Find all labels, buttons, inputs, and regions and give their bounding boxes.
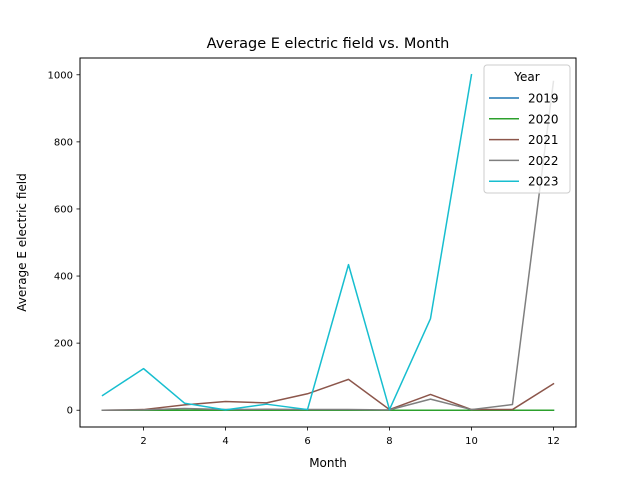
x-axis-label: Month bbox=[309, 456, 347, 470]
legend-title: Year bbox=[513, 70, 539, 84]
x-tick-label: 12 bbox=[547, 436, 560, 447]
y-tick-label: 600 bbox=[54, 204, 73, 215]
plot-frame bbox=[79, 57, 577, 428]
legend-label-2022: 2022 bbox=[528, 154, 559, 168]
y-tick-label: 1000 bbox=[48, 70, 73, 81]
legend-label-2019: 2019 bbox=[528, 92, 559, 106]
y-tick-label: 400 bbox=[54, 272, 73, 283]
legend-label-2021: 2021 bbox=[528, 133, 559, 147]
x-tick-label: 4 bbox=[222, 436, 228, 447]
y-tick-label: 200 bbox=[54, 339, 73, 350]
legend-label-2023: 2023 bbox=[528, 175, 559, 189]
series-lines bbox=[101, 73, 555, 411]
y-tick-label: 0 bbox=[67, 406, 73, 417]
legend-items: 2019 2020 2021 2022 2023 bbox=[489, 92, 559, 189]
y-tick-label: 800 bbox=[54, 137, 73, 148]
y-axis-label: Average E electric field bbox=[15, 173, 29, 311]
series-line-2021 bbox=[101, 378, 555, 411]
series-line-2023 bbox=[101, 73, 473, 411]
x-tick-label: 8 bbox=[386, 436, 392, 447]
legend-label-2020: 2020 bbox=[528, 112, 559, 126]
y-axis-ticks: 0 200 400 600 800 1000 bbox=[48, 70, 80, 417]
legend: Year 2019 2020 2021 2022 2023 bbox=[483, 64, 571, 194]
chart-title: Average E electric field vs. Month bbox=[207, 36, 450, 52]
x-tick-label: 6 bbox=[304, 436, 310, 447]
x-tick-label: 10 bbox=[465, 436, 478, 447]
series-line-2022 bbox=[101, 80, 555, 411]
x-tick-label: 2 bbox=[140, 436, 146, 447]
x-axis-ticks: 2 4 6 8 10 12 bbox=[140, 427, 560, 447]
